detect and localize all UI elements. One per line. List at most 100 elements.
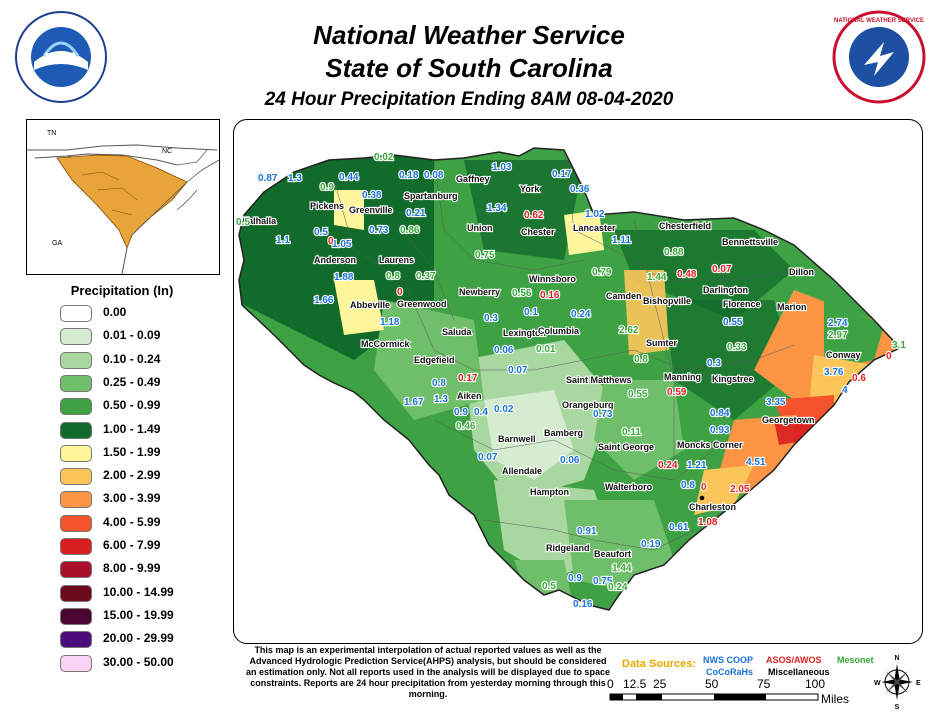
title-line-2: State of South Carolina	[325, 53, 613, 83]
legend-label: 15.00 - 19.99	[103, 607, 174, 622]
legend-swatch	[60, 398, 92, 416]
legend-swatch	[60, 654, 92, 672]
city-label: Gaffney	[456, 174, 490, 184]
city-label: Chesterfield	[659, 221, 711, 231]
obs-nws-coop: 0.84	[710, 408, 730, 419]
inset-label-nc: NC	[162, 148, 172, 155]
obs-nws-coop: 1.03	[492, 162, 512, 173]
obs-mesonet: 0.55	[628, 389, 648, 400]
obs-mesonet: 1.44	[612, 563, 632, 574]
city-label: Walterboro	[605, 482, 653, 492]
legend-label: 3.00 - 3.99	[103, 491, 161, 506]
city-label: Kingstree	[712, 374, 754, 384]
obs-nws-coop: 2.74	[828, 318, 848, 329]
data-source-asos: ASOS/AWOS	[766, 655, 822, 665]
inset-label-ga: GA	[52, 240, 62, 247]
obs-nws-coop: 0.1	[524, 307, 538, 318]
obs-nws-coop: 0.9	[454, 407, 468, 418]
obs-mesonet: 0.8	[386, 271, 400, 282]
data-sources-label: Data Sources:	[622, 658, 696, 670]
legend-label: 2.00 - 2.99	[103, 468, 161, 483]
legend-label: 0.01 - 0.09	[103, 328, 161, 343]
obs-nws-coop: 0.19	[641, 539, 661, 550]
map-annotations: Walhalla Pickens Greenville Spartanburg Gaff…	[235, 151, 908, 611]
obs-nws-coop: 1.34	[487, 203, 507, 214]
obs-asos: 0.16	[540, 290, 560, 301]
locator-inset-map: TN NC GA	[26, 119, 220, 275]
legend-label: 6.00 - 7.99	[103, 538, 161, 552]
legend-label: 0.10 - 0.24	[103, 351, 161, 366]
obs-mesonet: 0.8	[634, 354, 648, 365]
obs-nws-coop: 0.06	[494, 345, 514, 356]
legend-label: 20.00 - 29.99	[103, 631, 174, 646]
legend-swatch	[60, 561, 92, 579]
obs-nws-coop: 0.61	[669, 522, 689, 533]
obs-mesonet: 2.62	[619, 325, 639, 336]
legend-swatch	[60, 491, 92, 509]
city-label: Saint Matthews	[566, 375, 632, 385]
obs-nws-coop: 1.18	[380, 317, 400, 328]
city-label: Walhalla	[240, 216, 277, 226]
obs-mesonet: 0.5	[542, 581, 556, 592]
obs-mesonet: 3.1	[892, 340, 906, 351]
city-label: Edgefield	[414, 355, 455, 365]
legend-label: 8.00 - 9.99	[103, 561, 161, 576]
obs-nws-coop: 0.36	[570, 184, 590, 195]
city-label: Saint George	[598, 442, 654, 452]
noaa-logo: NOAA	[15, 11, 107, 103]
city-label: Ridgeland	[546, 543, 590, 553]
compass-e: E	[916, 680, 921, 687]
obs-nws-coop: 0.55	[723, 317, 743, 328]
obs-nws-coop: 4	[842, 385, 848, 396]
legend-label: 1.50 - 1.99	[103, 444, 161, 459]
obs-nws-coop: 1.11	[612, 235, 631, 246]
city-label: Georgetown	[762, 415, 815, 425]
obs-asos: 0.17	[458, 373, 478, 384]
legend-label: 10.00 - 14.99	[103, 584, 174, 599]
legend-swatch	[60, 444, 92, 462]
obs-nws-coop: 1.3	[288, 173, 302, 184]
city-label: Dillon	[789, 267, 814, 277]
obs-asos: 2.05	[730, 484, 750, 495]
city-label: Columbia	[538, 326, 580, 336]
title-line-3: 24 Hour Precipitation Ending 8AM 08-04-2…	[264, 89, 674, 110]
obs-mesonet: 0.88	[664, 247, 684, 258]
city-label: Florence	[723, 299, 761, 309]
city-label: Bishopville	[643, 296, 691, 306]
city-label: Spartanburg	[404, 191, 458, 201]
obs-asos: 0.59	[667, 387, 687, 398]
obs-nws-coop: 3.35	[766, 397, 786, 408]
legend-swatch	[60, 514, 92, 532]
map-svg: Walhalla Pickens Greenville Spartanburg Gaff…	[235, 147, 908, 611]
obs-nws-coop: 0.93	[710, 425, 730, 436]
obs-nws-coop: 0.3	[707, 358, 721, 369]
city-label: Pickens	[310, 201, 344, 211]
city-label: Abbeville	[350, 300, 390, 310]
scale-tick-4: 75	[757, 677, 771, 691]
noaa-logo-text: NOAA	[45, 51, 77, 63]
city-label: Bamberg	[544, 428, 583, 438]
city-label: Hampton	[530, 487, 569, 497]
legend-swatch	[60, 538, 92, 555]
obs-nws-coop: 0.8	[432, 378, 446, 389]
obs-nws-coop: 0.24	[571, 309, 591, 320]
legend-swatch	[60, 351, 92, 369]
city-label: Aiken	[457, 391, 482, 401]
city-label: Charleston	[689, 502, 736, 512]
city-label: Manning	[664, 372, 701, 382]
obs-mesonet: 0.75	[475, 250, 495, 261]
legend-label: 30.00 - 50.00	[103, 654, 174, 669]
data-source-cocorahs: CoCoRaHs	[706, 667, 754, 677]
obs-asos: 0	[701, 482, 707, 493]
obs-mesonet: 1.44	[647, 272, 667, 283]
legend-swatch	[60, 631, 92, 649]
obs-nws-coop: 0.02	[494, 404, 514, 415]
data-source-nws-coop: NWS COOP	[703, 655, 754, 665]
city-marker	[699, 495, 705, 501]
obs-mesonet: 0.86	[400, 225, 420, 236]
obs-mesonet: 2.97	[828, 330, 848, 341]
scale-tick-5: 100	[805, 677, 825, 691]
obs-nws-coop: 0.16	[573, 599, 593, 610]
obs-nws-coop: 0.91	[577, 526, 597, 537]
legend-swatch	[60, 305, 92, 322]
